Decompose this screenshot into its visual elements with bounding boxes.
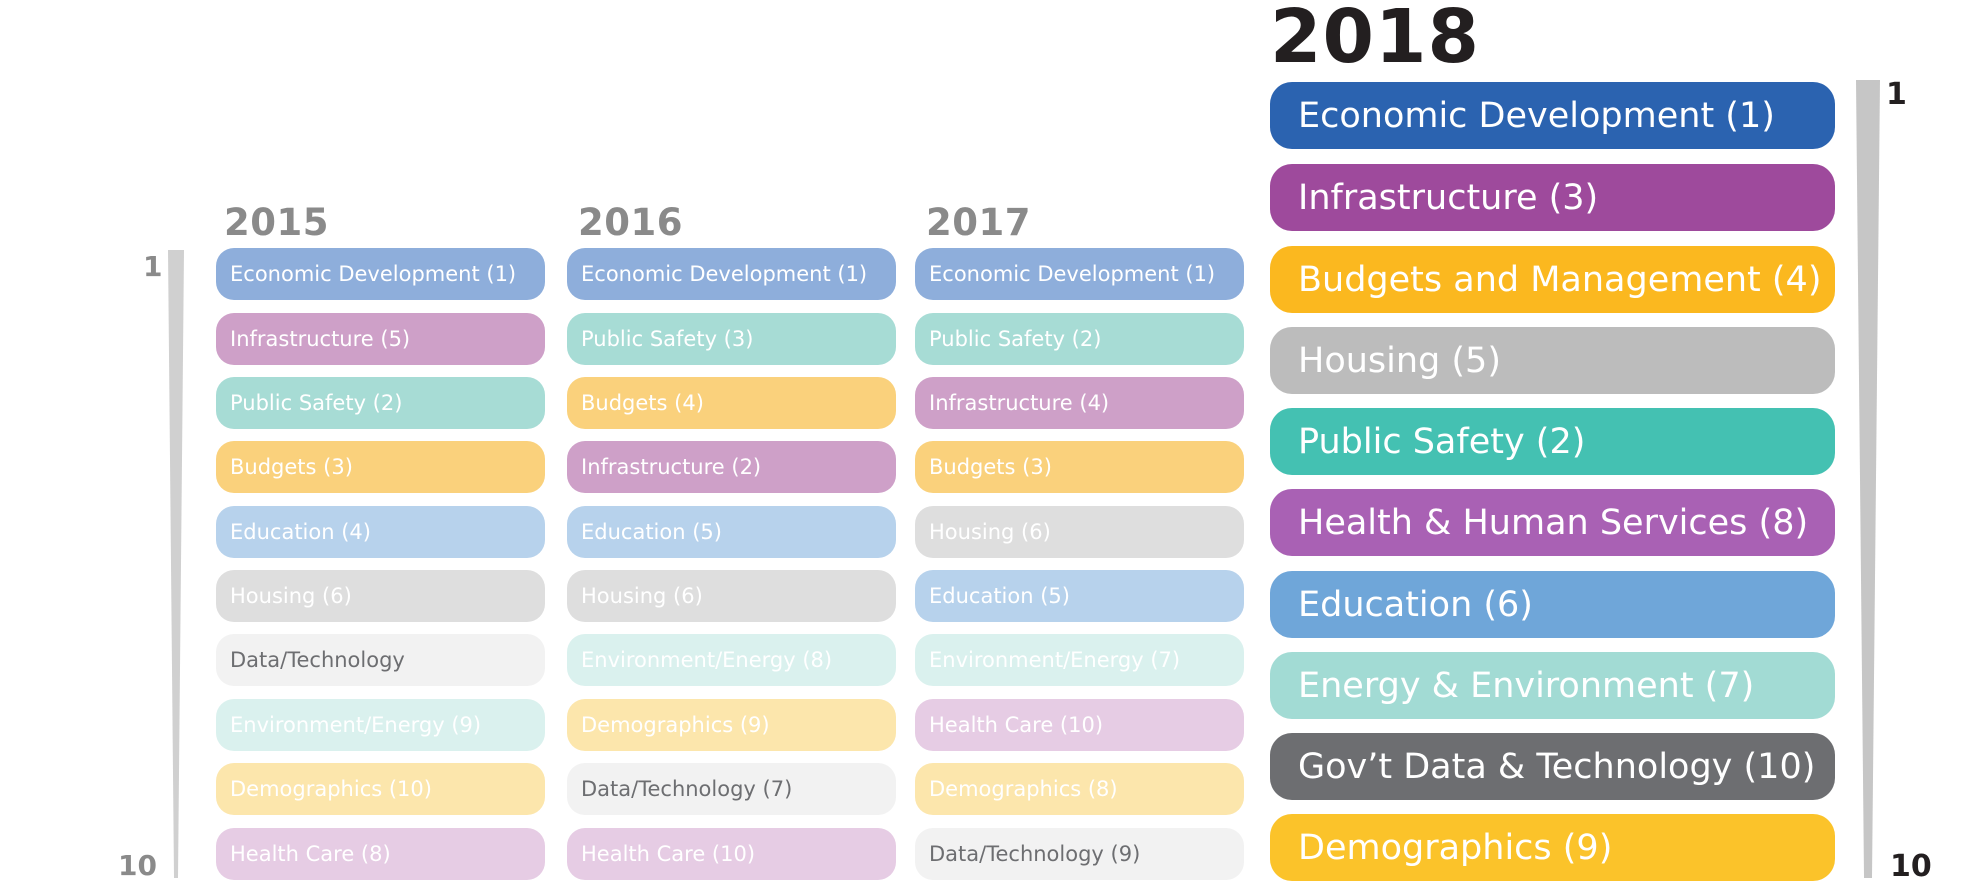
rank-scale-top-label: 1 xyxy=(143,250,163,283)
year-heading-2018: 2018 xyxy=(1270,0,1480,80)
rank-item: Demographics (9) xyxy=(567,699,896,751)
rank-scale-2018-top-label: 1 xyxy=(1886,77,1907,112)
rank-item: Demographics (10) xyxy=(216,763,545,815)
rank-item: Economic Development (1) xyxy=(567,248,896,300)
rank-item: Infrastructure (3) xyxy=(1270,164,1835,231)
rank-item: Economic Development (1) xyxy=(915,248,1244,300)
rank-item: Economic Development (1) xyxy=(216,248,545,300)
year-heading-2017: 2017 xyxy=(926,201,1031,244)
year-heading-2016: 2016 xyxy=(578,201,683,244)
rank-item: Health & Human Services (8) xyxy=(1270,489,1835,556)
rank-item: Economic Development (1) xyxy=(1270,82,1835,149)
rank-item: Data/Technology (9) xyxy=(915,828,1244,880)
rank-item: Environment/Energy (9) xyxy=(216,699,545,751)
rank-item: Environment/Energy (7) xyxy=(915,634,1244,686)
rank-item: Budgets and Management (4) xyxy=(1270,246,1835,313)
rank-item: Health Care (10) xyxy=(567,828,896,880)
rank-item: Health Care (10) xyxy=(915,699,1244,751)
rank-item: Data/Technology xyxy=(216,634,545,686)
rank-item: Health Care (8) xyxy=(216,828,545,880)
rank-item: Public Safety (3) xyxy=(567,313,896,365)
rank-item: Budgets (3) xyxy=(216,441,545,493)
rank-scale-bar-2018 xyxy=(1856,80,1880,878)
rank-item: Public Safety (2) xyxy=(1270,408,1835,475)
rank-scale-bar xyxy=(168,250,184,878)
rank-scale-bottom-label: 10 xyxy=(118,849,157,882)
rank-item: Gov’t Data & Technology (10) xyxy=(1270,733,1835,800)
rank-item: Infrastructure (4) xyxy=(915,377,1244,429)
rank-item: Education (5) xyxy=(567,506,896,558)
rank-item: Housing (6) xyxy=(915,506,1244,558)
rank-item: Housing (5) xyxy=(1270,327,1835,394)
rank-scale-2018-bottom-label: 10 xyxy=(1890,849,1932,884)
rank-item: Demographics (8) xyxy=(915,763,1244,815)
rank-item: Education (6) xyxy=(1270,571,1835,638)
rank-item: Infrastructure (2) xyxy=(567,441,896,493)
rank-item: Education (5) xyxy=(915,570,1244,622)
rank-item: Budgets (3) xyxy=(915,441,1244,493)
rank-item: Public Safety (2) xyxy=(216,377,545,429)
rank-item: Housing (6) xyxy=(216,570,545,622)
rank-item: Infrastructure (5) xyxy=(216,313,545,365)
rank-item: Education (4) xyxy=(216,506,545,558)
rank-item: Demographics (9) xyxy=(1270,814,1835,881)
rank-item: Housing (6) xyxy=(567,570,896,622)
year-heading-2015: 2015 xyxy=(224,201,329,244)
rank-item: Energy & Environment (7) xyxy=(1270,652,1835,719)
rank-item: Environment/Energy (8) xyxy=(567,634,896,686)
rank-item: Public Safety (2) xyxy=(915,313,1244,365)
rank-item: Data/Technology (7) xyxy=(567,763,896,815)
rank-item: Budgets (4) xyxy=(567,377,896,429)
